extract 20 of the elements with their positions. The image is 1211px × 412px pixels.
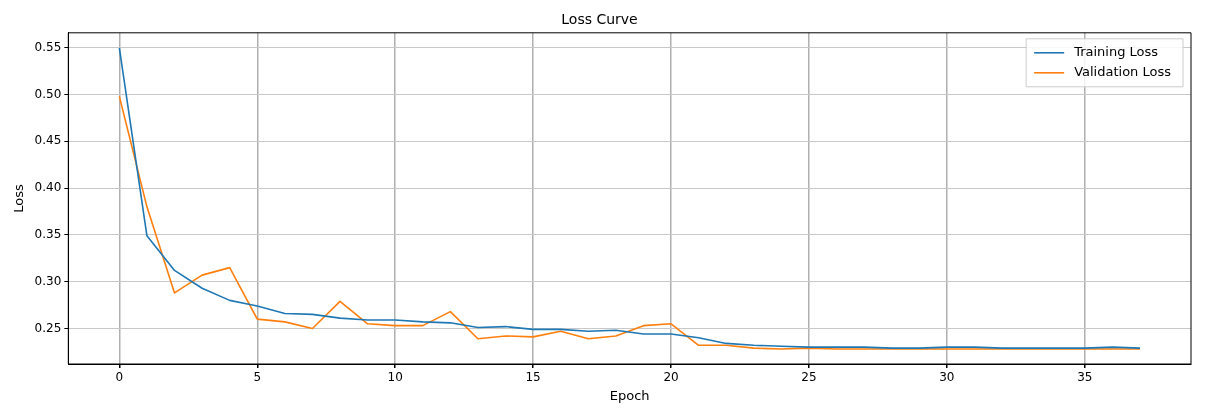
x-tick-label: 20: [663, 370, 679, 385]
y-tick-label: 0.40: [34, 180, 62, 195]
x-tick-label: 10: [387, 370, 403, 385]
legend-label: Training Loss: [1073, 44, 1159, 60]
x-tick-label: 30: [939, 370, 955, 385]
y-tick-label: 0.45: [34, 133, 62, 148]
y-tick-label: 0.55: [34, 39, 62, 54]
y-axis-title: Loss: [11, 183, 27, 213]
chart-title: Loss Curve: [561, 11, 638, 28]
x-tick-label: 25: [801, 370, 817, 385]
x-axis-title: Epoch: [609, 387, 650, 403]
legend-label: Validation Loss: [1074, 64, 1172, 80]
x-tick-label: 0: [115, 370, 124, 385]
y-tick-label: 0.25: [34, 320, 62, 335]
x-tick-label: 5: [253, 370, 262, 385]
x-tick-label: 35: [1077, 370, 1093, 385]
y-tick-label: 0.30: [34, 273, 62, 288]
y-tick-label: 0.35: [34, 227, 62, 242]
y-tick-label: 0.50: [34, 86, 62, 101]
x-tick-label: 15: [525, 370, 541, 385]
